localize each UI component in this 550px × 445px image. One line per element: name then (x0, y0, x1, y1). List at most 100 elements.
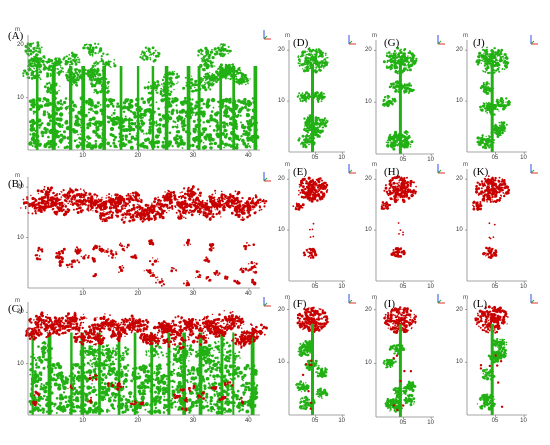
unit-label-b: m (15, 173, 20, 179)
xyz-axis-triad-icon (437, 35, 445, 45)
x-tick-label: 05 (399, 420, 407, 426)
axis-frame (26, 35, 260, 152)
stem-points (476, 323, 508, 415)
unit-label-j: m (463, 33, 468, 39)
y-tick-label: 10 (456, 227, 463, 234)
x-tick-label: 05 (311, 284, 319, 290)
unit-label-g: m (372, 33, 377, 39)
y-tick-label: 10 (456, 359, 463, 366)
x-tick-label: 10 (520, 284, 527, 290)
y-tick-label: 20 (278, 47, 285, 54)
understorey-points (22, 41, 260, 150)
crown-points (298, 176, 329, 203)
y-tick-label: 20 (456, 47, 463, 54)
panel-label-g: (G) (384, 37, 400, 49)
x-tick-label: 05 (491, 155, 499, 161)
x-tick-label: 10 (338, 155, 346, 161)
lower-red-points (472, 200, 498, 259)
axis-frame (287, 299, 345, 417)
xyz-axis-triad-icon (348, 294, 356, 304)
x-tick-label: 10 (338, 418, 346, 424)
x-tick-label: 30 (189, 418, 197, 424)
xyz-axis-triad-icon (437, 164, 445, 174)
axis-frame (26, 177, 260, 290)
xyz-axis-triad-icon (530, 35, 538, 45)
x-tick-label: 05 (491, 418, 499, 424)
xyz-axis-triad-icon (530, 294, 538, 304)
y-tick-label: 10 (17, 234, 24, 241)
panel-label-h: (H) (384, 166, 400, 178)
y-tick-label: 10 (17, 360, 24, 367)
y-tick-label: 10 (365, 99, 372, 106)
y-tick-label: 10 (365, 360, 372, 367)
point-cloud (472, 175, 511, 259)
y-tick-label: 20 (278, 306, 285, 313)
panel-a: (A) m 10 20 10 20 30 40 (0, 0, 275, 159)
point-cloud-plot (287, 164, 356, 283)
point-cloud-plot (22, 30, 271, 152)
crown-points (475, 175, 511, 203)
y-tick-label: 10 (17, 94, 24, 101)
x-tick-label: 10 (427, 420, 434, 426)
y-tick-label: 20 (365, 176, 372, 183)
panel-k: (K) m 10 20 05 10 (450, 150, 550, 295)
unit-label-h: m (372, 162, 377, 168)
crown-points (383, 175, 417, 204)
panel-e: (E) m 10 20 05 10 (275, 150, 360, 295)
x-tick-label: 30 (189, 291, 197, 297)
panel-h: (H) m 10 20 05 10 (360, 150, 450, 295)
x-tick-label: 10 (427, 157, 434, 163)
x-tick-label: 10 (79, 291, 86, 297)
x-tick-label: 05 (491, 284, 499, 290)
x-tick-label: 40 (244, 153, 252, 159)
stem-points (296, 64, 329, 152)
point-cloud (474, 305, 509, 415)
panel-label-j: (J) (473, 37, 485, 49)
axis-frame (465, 299, 527, 417)
x-tick-label: 05 (399, 157, 407, 163)
y-tick-label: 20 (17, 42, 24, 49)
point-cloud (475, 46, 511, 152)
x-tick-label: 30 (189, 153, 197, 159)
axis-frame (374, 169, 434, 283)
panel-label-b: (B) (8, 178, 23, 190)
y-tick-label: 20 (278, 176, 285, 183)
canopy-points (24, 310, 268, 412)
understorey-points (28, 332, 259, 415)
y-tick-label: 10 (365, 227, 372, 234)
panel-label-a: (A) (8, 30, 24, 42)
axis-frame (287, 40, 345, 154)
y-tick-label: 10 (278, 359, 285, 366)
x-tick-label: 05 (311, 155, 319, 161)
x-tick-label: 40 (244, 291, 252, 297)
point-cloud-plot (287, 35, 356, 154)
axis-frame (465, 40, 527, 154)
panel-d: (D) m 10 20 05 10 (275, 0, 360, 161)
unit-label-f: m (285, 295, 290, 301)
xyz-axis-triad-icon (263, 172, 271, 182)
panel-label-d: (D) (293, 37, 309, 49)
axis-frame (374, 299, 434, 419)
point-cloud-plot (287, 294, 356, 417)
xyz-axis-triad-icon (263, 30, 271, 40)
point-cloud-plot (374, 164, 445, 283)
y-tick-label: 20 (17, 184, 24, 191)
crown-points (297, 47, 329, 74)
panel-l: (L) m 10 20 05 10 (450, 294, 550, 445)
unit-label-i: m (372, 295, 377, 301)
x-tick-label: 20 (134, 418, 142, 424)
panel-label-c: (C) (8, 303, 23, 315)
point-cloud (296, 47, 329, 152)
point-cloud (382, 46, 418, 154)
xyz-axis-triad-icon (348, 164, 356, 174)
point-cloud-plot (20, 172, 271, 290)
axis-frame (287, 169, 345, 283)
y-tick-label: 10 (278, 98, 285, 105)
x-tick-label: 05 (399, 284, 407, 290)
x-tick-label: 40 (244, 418, 252, 424)
panel-b: (B) m 10 20 10 20 30 40 (0, 150, 275, 297)
point-cloud-plot (465, 294, 538, 417)
xyz-axis-triad-icon (530, 164, 538, 174)
axis-frame (465, 169, 527, 283)
